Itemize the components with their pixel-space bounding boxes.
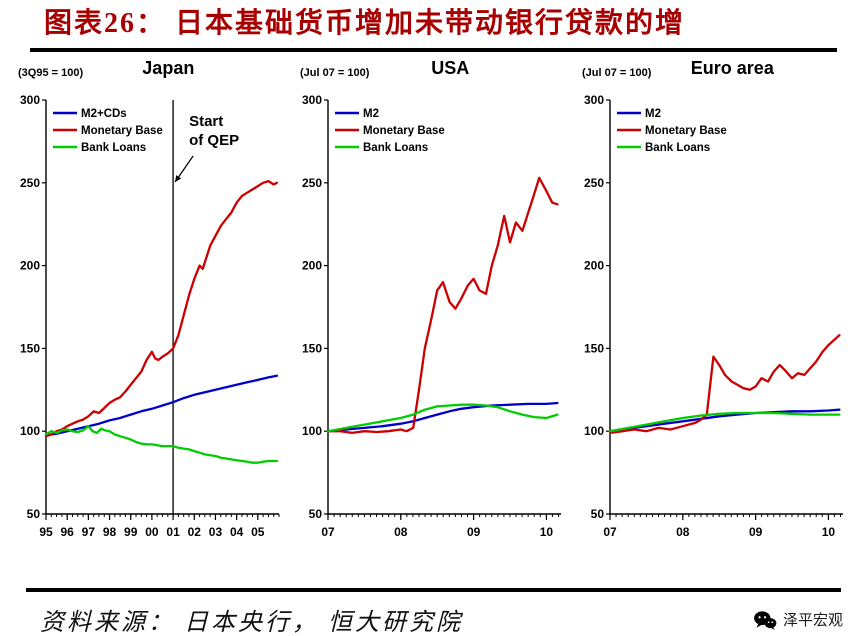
svg-text:Monetary Base: Monetary Base [363, 125, 445, 137]
svg-text:07: 07 [603, 525, 617, 539]
svg-text:98: 98 [103, 525, 117, 539]
euro-axis-unit-note: (Jul 07 = 100) [582, 67, 652, 80]
svg-text:Monetary Base: Monetary Base [645, 125, 727, 137]
wechat-icon [754, 611, 777, 630]
svg-text:09: 09 [749, 525, 763, 539]
svg-text:200: 200 [302, 259, 322, 273]
svg-text:Bank Loans: Bank Loans [363, 142, 428, 154]
chart-panel-usa: (Jul 07 = 100) USA 50 100 150 200 250 300 07 08… [298, 56, 570, 556]
figure-title: 图表26： 日本基础货币增加未带动银行贷款的增 [44, 8, 686, 39]
svg-text:08: 08 [676, 525, 690, 539]
bottom-divider [26, 588, 841, 593]
figure-footer: 资料来源： 日本央行， 恒大研究院 泽平宏观 [0, 592, 865, 636]
svg-text:150: 150 [584, 342, 604, 356]
svg-text:08: 08 [394, 525, 408, 539]
svg-text:250: 250 [20, 176, 40, 190]
svg-text:250: 250 [302, 176, 322, 190]
source-note: 资料来源： 日本央行， 恒大研究院 [40, 610, 463, 636]
svg-text:200: 200 [20, 259, 40, 273]
svg-text:Bank Loans: Bank Loans [81, 142, 146, 154]
svg-text:300: 300 [302, 93, 322, 107]
svg-text:95: 95 [39, 525, 53, 539]
usa-plot: 50 100 150 200 250 300 07 08 09 10 M2 Monetary Base… [302, 93, 561, 539]
svg-text:300: 300 [20, 93, 40, 107]
svg-text:100: 100 [20, 424, 40, 438]
svg-text:09: 09 [467, 525, 481, 539]
usa-chart-title: USA [431, 58, 470, 79]
svg-text:00: 00 [145, 525, 159, 539]
brand-logo: 泽平宏观 [753, 609, 843, 630]
svg-text:of QEP: of QEP [189, 132, 239, 149]
japan-chart-title: Japan [142, 58, 195, 79]
japan-axis-unit-note: (3Q95 = 100) [18, 67, 84, 80]
brand-name: 泽平宏观 [782, 612, 843, 630]
svg-text:50: 50 [591, 507, 605, 521]
svg-text:M2: M2 [645, 108, 661, 120]
top-divider [30, 48, 837, 53]
euro-panel-header: (Jul 07 = 100) Euro area [580, 56, 852, 86]
svg-text:99: 99 [124, 525, 138, 539]
svg-text:200: 200 [584, 259, 604, 273]
svg-text:M2+CDs: M2+CDs [81, 108, 127, 120]
svg-text:100: 100 [302, 424, 322, 438]
svg-text:96: 96 [61, 525, 75, 539]
svg-text:300: 300 [584, 93, 604, 107]
euro-plot: 50 100 150 200 250 300 07 08 09 10 M2 Monetary Base… [584, 93, 843, 539]
euro-chart-title: Euro area [690, 58, 774, 79]
svg-text:150: 150 [20, 342, 40, 356]
charts-row: (3Q95 = 100) Japan 50 100 150 200 250 300 95 96… [0, 52, 865, 556]
japan-panel-header: (3Q95 = 100) Japan [16, 56, 288, 86]
svg-text:50: 50 [309, 507, 323, 521]
svg-text:Bank Loans: Bank Loans [645, 142, 710, 154]
svg-text:97: 97 [82, 525, 96, 539]
usa-panel-header: (Jul 07 = 100) USA [298, 56, 570, 86]
svg-text:250: 250 [584, 176, 604, 190]
svg-text:50: 50 [27, 507, 41, 521]
chart-panel-euro: (Jul 07 = 100) Euro area 50 100 150 200 250 3… [580, 56, 852, 556]
svg-text:10: 10 [540, 525, 554, 539]
svg-text:100: 100 [584, 424, 604, 438]
svg-text:05: 05 [251, 525, 265, 539]
svg-text:02: 02 [188, 525, 202, 539]
japan-plot: 50 100 150 200 250 300 95 96 97 98 99 00 01 02 03 04 05 S… [20, 93, 280, 539]
svg-text:04: 04 [230, 525, 244, 539]
svg-text:01: 01 [166, 525, 180, 539]
svg-text:150: 150 [302, 342, 322, 356]
chart-panel-japan: (3Q95 = 100) Japan 50 100 150 200 250 300 95 96… [16, 56, 288, 556]
svg-text:Monetary Base: Monetary Base [81, 125, 163, 137]
svg-text:Start: Start [189, 113, 223, 130]
usa-axis-unit-note: (Jul 07 = 100) [300, 67, 370, 80]
svg-text:03: 03 [209, 525, 223, 539]
svg-text:10: 10 [822, 525, 836, 539]
svg-text:07: 07 [321, 525, 335, 539]
svg-text:M2: M2 [363, 108, 379, 120]
